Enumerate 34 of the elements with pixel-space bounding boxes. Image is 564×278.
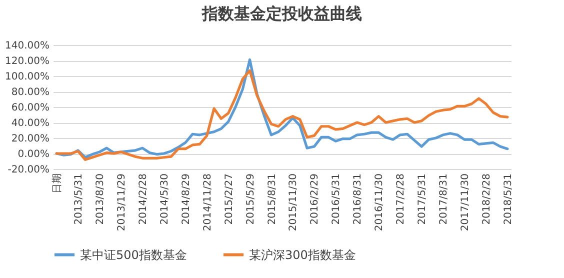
legend-label: 某沪深300指数基金 — [249, 248, 356, 262]
x-tick-label: 2015/5/29 — [245, 174, 256, 225]
x-tick-label: 2015/11/30 — [288, 174, 300, 232]
x-tick-label: 2016/2/29 — [310, 174, 321, 225]
chart-title: 指数基金定投收益曲线 — [201, 4, 362, 23]
y-tick-label: 60.00% — [11, 102, 50, 114]
y-tick-label: 80.00% — [11, 87, 50, 98]
y-tick-label: 100.00% — [5, 72, 50, 82]
y-tick-label: 120.00% — [5, 56, 50, 67]
x-tick-label: 2015/8/31 — [266, 174, 278, 225]
x-tick-label: 2017/2/28 — [396, 174, 407, 225]
x-tick-label: 2015/2/27 — [224, 174, 235, 225]
x-tick-label: 2014/11/28 — [202, 174, 214, 232]
y-tick-label: -20.00% — [8, 164, 50, 176]
x-tick-label: 2018/5/31 — [502, 174, 514, 225]
x-tick-label: 2016/11/30 — [374, 174, 386, 232]
x-tick-label: 2016/8/31 — [352, 174, 364, 225]
x-tick-label: 2013/11/29 — [116, 174, 128, 232]
x-tick-label: 2014/5/30 — [159, 174, 170, 225]
y-tick-label: 20.00% — [11, 134, 50, 144]
legend-label: 某中证500指数基金 — [80, 248, 187, 262]
x-tick-label: 2013/5/31 — [74, 174, 85, 225]
x-tick-label: 2016/5/31 — [331, 174, 342, 225]
x-tick-label: 2013/8/30 — [95, 174, 106, 225]
x-tick-label: 2017/8/31 — [438, 174, 450, 225]
y-tick-label: 40.00% — [11, 118, 50, 129]
y-tick-label: 0.00% — [18, 149, 50, 160]
x-tick-label: 2017/5/31 — [417, 174, 428, 225]
x-tick-label: 2014/2/28 — [138, 174, 149, 225]
x-tick-label: 2018/2/28 — [481, 174, 492, 225]
x-tick-label: 2017/11/30 — [460, 174, 471, 232]
x-tick-label: 2014/8/29 — [180, 174, 192, 225]
x-tick-label: 日期 — [51, 174, 64, 194]
y-tick-label: 140.00% — [5, 40, 50, 52]
